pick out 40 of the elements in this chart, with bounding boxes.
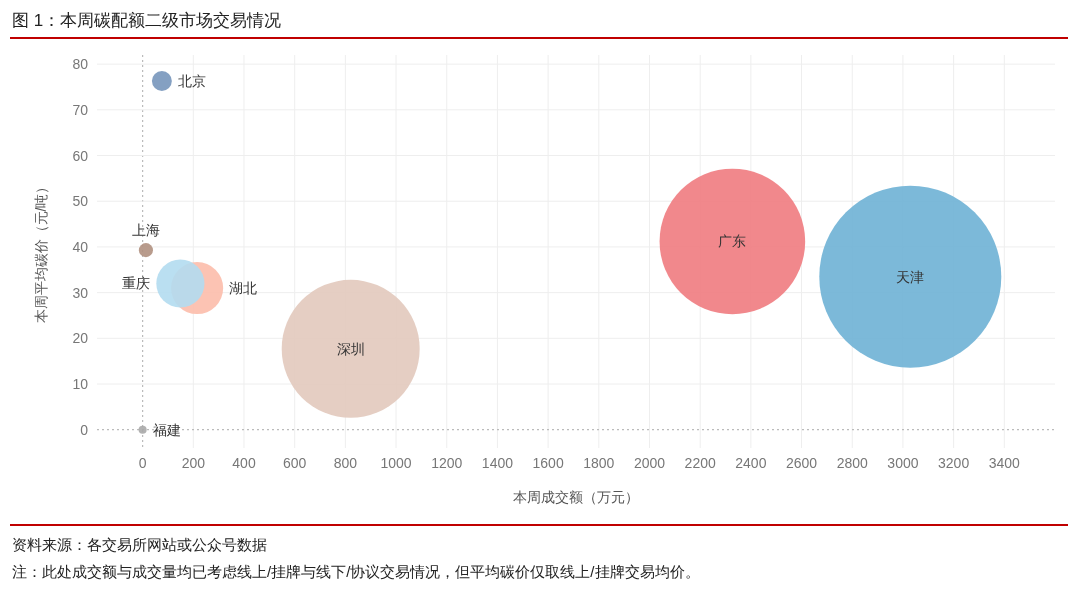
series-label: 天津 (896, 268, 925, 285)
y-tick-label: 30 (72, 284, 89, 301)
y-tick-label: 80 (72, 56, 89, 73)
y-tick-label: 70 (72, 101, 89, 118)
x-tick-label: 2400 (735, 455, 767, 471)
series-label: 北京 (177, 73, 206, 90)
y-tick-label: 40 (72, 238, 89, 255)
x-tick-label: 2200 (684, 455, 716, 471)
x-tick-label: 2000 (633, 455, 666, 471)
x-tick-label: 1600 (532, 455, 564, 471)
y-tick-label: 50 (72, 193, 89, 210)
x-tick-label: 800 (333, 455, 358, 471)
y-tick-label: 20 (72, 330, 89, 347)
x-tick-label: 1800 (583, 455, 615, 471)
text: 资料来源：各交易所网站或公众号数据 (12, 536, 267, 553)
chart-title: 图 1：本周碳配额二级市场交易情况 (12, 11, 282, 30)
x-tick-label: 0 (138, 455, 147, 471)
series-label: 深圳 (336, 340, 365, 357)
x-tick-label: 3400 (988, 455, 1021, 471)
x-tick-label: 1200 (431, 455, 463, 471)
y-axis-title: 本周平均碳价（元/吨） (33, 179, 49, 324)
x-tick-label: 3000 (887, 455, 919, 471)
x-tick-label: 1000 (380, 455, 412, 471)
y-tick-label: 60 (72, 147, 89, 164)
series-label: 重庆 (122, 275, 151, 292)
text: 注：此处成交额与成交量均已考虑线上/挂牌与线下/协议交易情况，但平均碳价仅取线上/挂牌交易均价。 (12, 563, 700, 580)
y-tick-label: 10 (72, 376, 89, 393)
x-tick-label: 200 (181, 455, 206, 471)
x-tick-label: 2800 (836, 455, 869, 471)
series-label: 广东 (718, 233, 747, 250)
series-label: 福建 (152, 421, 181, 438)
x-tick-label: 1400 (481, 455, 514, 471)
series-label: 上海 (131, 222, 160, 239)
series-label: 湖北 (229, 280, 258, 297)
x-tick-label: 600 (283, 455, 307, 471)
x-axis-title: 本周成交额（万元） (513, 489, 639, 505)
x-tick-label: 400 (232, 455, 256, 471)
y-tick-label: 0 (80, 421, 89, 438)
x-tick-label: 3200 (938, 455, 970, 471)
x-tick-label: 2600 (785, 455, 818, 471)
